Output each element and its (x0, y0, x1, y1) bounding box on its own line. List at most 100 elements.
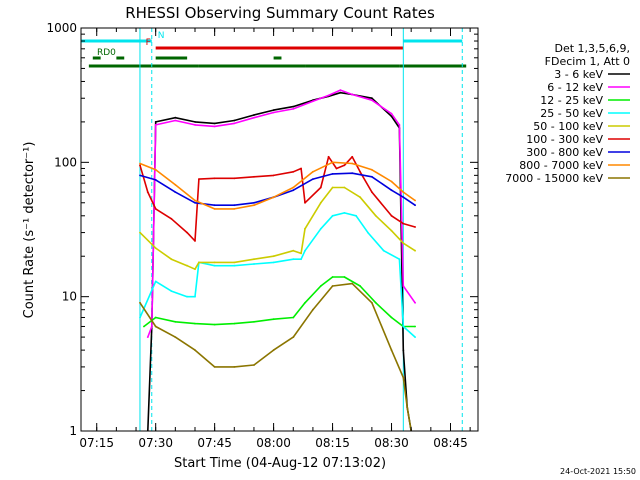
legend-entry-label: 3 - 6 keV (554, 68, 603, 81)
data-point (174, 336, 177, 338)
flag-label-rd0: RD0 (97, 48, 116, 58)
data-point (331, 285, 334, 287)
legend-entry-label: 12 - 25 keV (540, 94, 603, 107)
legend-header-line-1: Det 1,3,5,6,9, (554, 42, 630, 55)
data-point (253, 364, 255, 366)
data-point (194, 199, 196, 202)
data-point (272, 196, 275, 199)
data-point (414, 249, 416, 252)
data-point (312, 308, 314, 311)
data-point (300, 258, 302, 261)
data-point (390, 229, 393, 232)
data-point (319, 186, 322, 189)
legend-entry-label: 6 - 12 keV (547, 81, 603, 94)
data-point (343, 212, 346, 214)
data-point (139, 301, 141, 304)
legend: Det 1,3,5,6,9, FDecim 1, Att 0 3 - 6 keV… (505, 42, 630, 185)
data-point (233, 322, 236, 325)
data-point (414, 199, 416, 202)
data-point (253, 201, 255, 204)
data-point (139, 316, 141, 319)
data-point (194, 349, 196, 351)
y-tick-label: 1 (69, 424, 77, 438)
data-point (327, 94, 330, 97)
data-point (233, 204, 236, 207)
data-point (319, 227, 322, 230)
data-point (154, 325, 157, 328)
legend-header-line-2: FDecim 1, Att 0 (545, 55, 630, 68)
data-point (292, 186, 295, 189)
data-point (374, 214, 377, 217)
x-axis-label: Start Time (04-Aug-12 07:13:02) (174, 456, 386, 471)
data-point (390, 115, 393, 118)
data-point (186, 231, 189, 234)
data-point (339, 91, 342, 94)
data-point (331, 173, 334, 175)
data-point (304, 249, 306, 252)
data-point (150, 325, 153, 328)
data-point (304, 201, 306, 204)
data-point (371, 191, 373, 194)
data-point (382, 249, 385, 252)
data-point (272, 109, 275, 111)
data-point (198, 261, 200, 264)
data-point (292, 189, 295, 192)
data-point (253, 114, 255, 116)
data-point (170, 217, 173, 220)
data-point (343, 186, 346, 189)
data-point (213, 366, 216, 368)
data-point (312, 178, 314, 181)
y-tick-label: 100 (54, 155, 77, 169)
data-point (339, 89, 342, 91)
data-point (398, 124, 401, 126)
data-point (194, 124, 196, 126)
x-tick-label: 08:30 (374, 436, 409, 450)
data-point (359, 170, 361, 173)
data-point (139, 231, 141, 234)
data-point (371, 97, 373, 100)
data-point (292, 170, 295, 173)
data-point (233, 119, 236, 122)
data-point (351, 155, 354, 158)
data-point (233, 177, 236, 180)
data-point (194, 240, 196, 242)
data-point (170, 258, 173, 261)
data-point (414, 301, 416, 304)
series-line-7 (139, 172, 416, 206)
data-point (154, 208, 157, 210)
x-tick-label: 08:15 (315, 436, 350, 450)
data-point (213, 125, 216, 128)
data-point (390, 189, 393, 192)
data-point (154, 247, 157, 250)
data-point (414, 325, 416, 328)
data-point (174, 119, 177, 122)
data-point (233, 208, 236, 210)
data-point (233, 122, 236, 125)
data-point (292, 105, 295, 108)
data-point (402, 222, 405, 225)
data-point (174, 116, 177, 119)
data-point (319, 285, 322, 287)
data-point (390, 180, 393, 183)
data-point (390, 316, 393, 319)
data-point (304, 301, 306, 304)
y-axis-label: Count Rate (s⁻¹ detector⁻¹) (22, 142, 37, 319)
data-point (213, 204, 216, 207)
x-tick-label: 07:15 (79, 436, 114, 450)
data-point (402, 242, 405, 245)
data-point (402, 191, 405, 194)
data-point (300, 167, 302, 170)
data-point (253, 204, 255, 207)
axis-layer: 07:15 07:30 07:45 08:00 08:15 08:30 08:45 1 10 10… (46, 21, 478, 450)
series-line-8 (139, 161, 416, 210)
data-point (154, 179, 157, 181)
data-point (402, 376, 405, 379)
data-point (331, 161, 334, 164)
data-point (194, 268, 196, 271)
data-point (351, 172, 354, 175)
chart-title: RHESSI Observing Summary Count Rates (125, 4, 435, 22)
data-point (355, 214, 357, 217)
data-point (414, 336, 416, 338)
data-point (359, 196, 361, 199)
